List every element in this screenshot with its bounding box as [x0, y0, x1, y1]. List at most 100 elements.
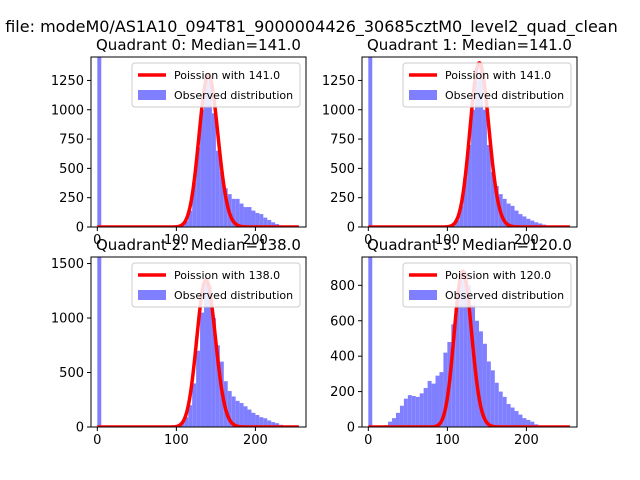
histogram-bar	[215, 345, 220, 427]
histogram-bar	[192, 383, 197, 427]
y-tick-label: 750	[330, 133, 355, 148]
histogram-bar	[259, 214, 264, 227]
histogram-bar	[403, 398, 408, 427]
legend-swatch-histogram	[409, 290, 437, 300]
histogram-bar	[97, 57, 102, 227]
poisson-curve	[96, 72, 300, 227]
histogram-bar	[463, 271, 468, 427]
x-tick-label: 100	[164, 433, 189, 448]
y-tick-label: 200	[330, 385, 355, 400]
histogram-bar	[247, 207, 252, 227]
legend: Poission with 141.0 Observed distribution	[402, 62, 572, 108]
histogram-bar	[502, 198, 507, 227]
histogram-bar	[530, 220, 535, 227]
legend-label-poisson: Poission with 141.0	[174, 69, 280, 82]
histogram-bar	[482, 343, 487, 427]
subplot-title: Quadrant 3: Median=120.0	[367, 236, 572, 254]
histogram-bar	[207, 285, 212, 427]
histogram-bar	[184, 417, 189, 427]
histogram-bar	[435, 375, 440, 427]
histogram-bar	[467, 285, 472, 427]
y-tick-label: 0	[347, 421, 355, 436]
histogram-bar	[188, 210, 193, 227]
axes-frame	[90, 56, 307, 228]
histogram-bar	[407, 395, 412, 427]
legend-swatch-histogram	[138, 90, 166, 100]
histogram-bar	[211, 318, 216, 427]
y-tick-label: 1250	[51, 74, 84, 89]
histogram-bar	[219, 171, 224, 227]
histogram-bar	[534, 222, 539, 227]
histogram-bar	[423, 388, 428, 427]
histogram-bar	[251, 210, 256, 227]
histogram-bar	[419, 393, 424, 427]
y-tick-label: 600	[330, 314, 355, 329]
histogram-bar	[475, 80, 479, 227]
histogram-bar	[243, 207, 248, 227]
histogram-bar	[486, 144, 491, 227]
histogram-bar	[271, 222, 276, 227]
histogram-bar	[235, 198, 240, 227]
histogram-bar	[451, 324, 456, 427]
histogram-bar	[388, 421, 393, 427]
axes-frame	[361, 56, 578, 228]
legend-box	[402, 262, 572, 308]
y-tick-label: 250	[59, 191, 84, 206]
histogram-bar	[196, 350, 201, 427]
histogram-bar	[478, 62, 483, 227]
legend-label-histogram: Observed distribution	[445, 89, 564, 102]
histogram-bar	[239, 203, 244, 227]
histogram-bar	[439, 372, 444, 427]
y-tick-label: 1000	[322, 103, 355, 118]
x-tick-label: 200	[514, 233, 539, 248]
histogram-bar	[239, 403, 244, 427]
histogram-bar	[392, 418, 396, 427]
histogram-bar	[399, 405, 404, 427]
histogram-bar	[526, 419, 531, 427]
histogram-bar	[231, 396, 236, 427]
histogram-bar	[231, 198, 236, 227]
axes-frame	[361, 256, 578, 428]
legend-swatch-histogram	[409, 90, 437, 100]
histogram-bar	[514, 411, 519, 427]
histogram-bar	[251, 412, 256, 427]
y-tick-label: 1500	[51, 257, 84, 272]
histogram-bar	[196, 147, 201, 227]
histogram-bar	[267, 219, 272, 227]
subplot-quadrant-3: 0 100 200 0 200 400 600 800 Quadrant 3: Median=1…	[330, 236, 578, 448]
histogram-bar	[506, 403, 511, 427]
histogram-bar	[368, 257, 373, 427]
histogram-bar	[510, 407, 515, 427]
subplot-quadrant-0: 0 100 200 0 250 500 750 1000 1250 Quadrant 0: Med…	[51, 36, 307, 248]
legend-box	[402, 62, 572, 108]
x-tick-label: 200	[514, 433, 539, 448]
histogram-bar	[97, 257, 102, 427]
histogram-bar	[486, 361, 491, 427]
x-tick-label: 0	[93, 433, 101, 448]
plot-area	[96, 257, 300, 427]
histogram-bar	[471, 304, 476, 427]
histogram-bar	[275, 423, 280, 427]
legend-box	[131, 62, 301, 108]
y-tick-label: 1000	[51, 103, 84, 118]
axes-frame	[90, 256, 307, 428]
histogram-bar	[459, 205, 464, 227]
histogram-bar	[368, 57, 373, 227]
histogram-bar	[259, 417, 264, 427]
histogram-bar	[215, 150, 220, 227]
x-tick-label: 0	[364, 433, 372, 448]
y-tick-label: 500	[330, 162, 355, 177]
plot-area	[367, 57, 571, 227]
y-tick-label: 400	[330, 350, 355, 365]
histogram-bar	[227, 391, 232, 427]
histogram-bar	[263, 217, 268, 227]
legend: Poission with 141.0 Observed distribution	[131, 62, 301, 108]
histogram-bar	[478, 331, 483, 427]
legend: Poission with 120.0 Observed distribution	[402, 262, 572, 308]
histogram-bar	[267, 420, 272, 427]
histogram-bar	[243, 406, 248, 427]
legend-label-poisson: Poission with 120.0	[445, 269, 551, 282]
histogram-bar	[427, 380, 432, 427]
